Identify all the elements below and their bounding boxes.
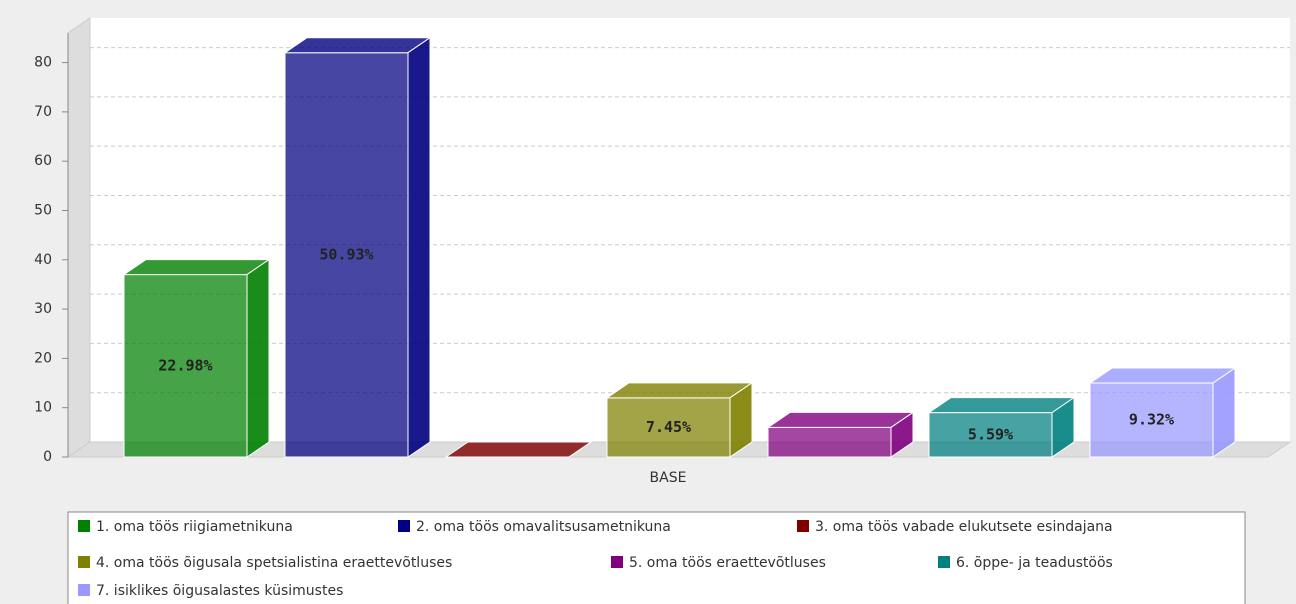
bar-side <box>890 411 914 458</box>
legend-label: 6. õppe- ja teadustöös <box>956 555 1113 571</box>
bar-side <box>1051 396 1075 458</box>
bar <box>606 397 731 458</box>
y-tick-label: 0 <box>43 449 52 465</box>
value-label: 5.59% <box>968 425 1013 443</box>
legend <box>67 511 1246 604</box>
bar-top <box>927 397 1076 414</box>
y-tick-label: 10 <box>34 400 52 416</box>
bar-side <box>568 441 592 458</box>
legend-label: 1. oma töös riigiametnikuna <box>96 519 293 535</box>
legend-swatch <box>78 520 90 532</box>
bar-top <box>1088 367 1237 384</box>
legend-swatch <box>78 556 90 568</box>
bar <box>1089 382 1214 458</box>
bar-top <box>444 441 593 458</box>
bar <box>123 274 248 458</box>
y-tick-label: 20 <box>34 350 52 366</box>
value-label: 7.45% <box>646 418 691 436</box>
y-tick-label: 80 <box>34 55 52 71</box>
legend-swatch <box>611 556 623 568</box>
side-wall <box>67 17 91 458</box>
y-tick-label: 40 <box>34 252 52 268</box>
value-label: 9.32% <box>1129 411 1174 429</box>
bar-side <box>246 258 270 458</box>
bar-side <box>729 381 753 458</box>
bar <box>928 412 1053 458</box>
y-tick-label: 60 <box>34 153 52 169</box>
legend-swatch <box>398 520 410 532</box>
y-tick-label: 50 <box>34 202 52 218</box>
bar-top <box>766 411 915 428</box>
value-label: 22.98% <box>158 356 212 374</box>
bar-top <box>605 382 754 399</box>
legend-label: 7. isiklikes õigusalastes küsimustes <box>96 583 343 599</box>
bar <box>284 52 409 458</box>
legend-label: 4. oma töös õigusala spetsialistina erae… <box>96 555 452 571</box>
bar <box>767 426 892 458</box>
y-tick-label: 70 <box>34 104 52 120</box>
bar-top <box>122 259 271 276</box>
value-label: 50.93% <box>319 245 373 263</box>
bar-top <box>283 37 432 54</box>
x-tick-label: BASE <box>650 470 687 486</box>
legend-swatch <box>797 520 809 532</box>
legend-label: 5. oma töös eraettevõtluses <box>629 555 826 571</box>
legend-label: 2. oma töös omavalitsusametnikuna <box>416 519 671 535</box>
legend-swatch <box>938 556 950 568</box>
legend-swatch <box>78 584 90 596</box>
legend-label: 3. oma töös vabade elukutsete esindajana <box>815 519 1113 535</box>
y-tick-label: 30 <box>34 301 52 317</box>
bar-side <box>1212 367 1236 458</box>
bar-side <box>407 36 431 458</box>
